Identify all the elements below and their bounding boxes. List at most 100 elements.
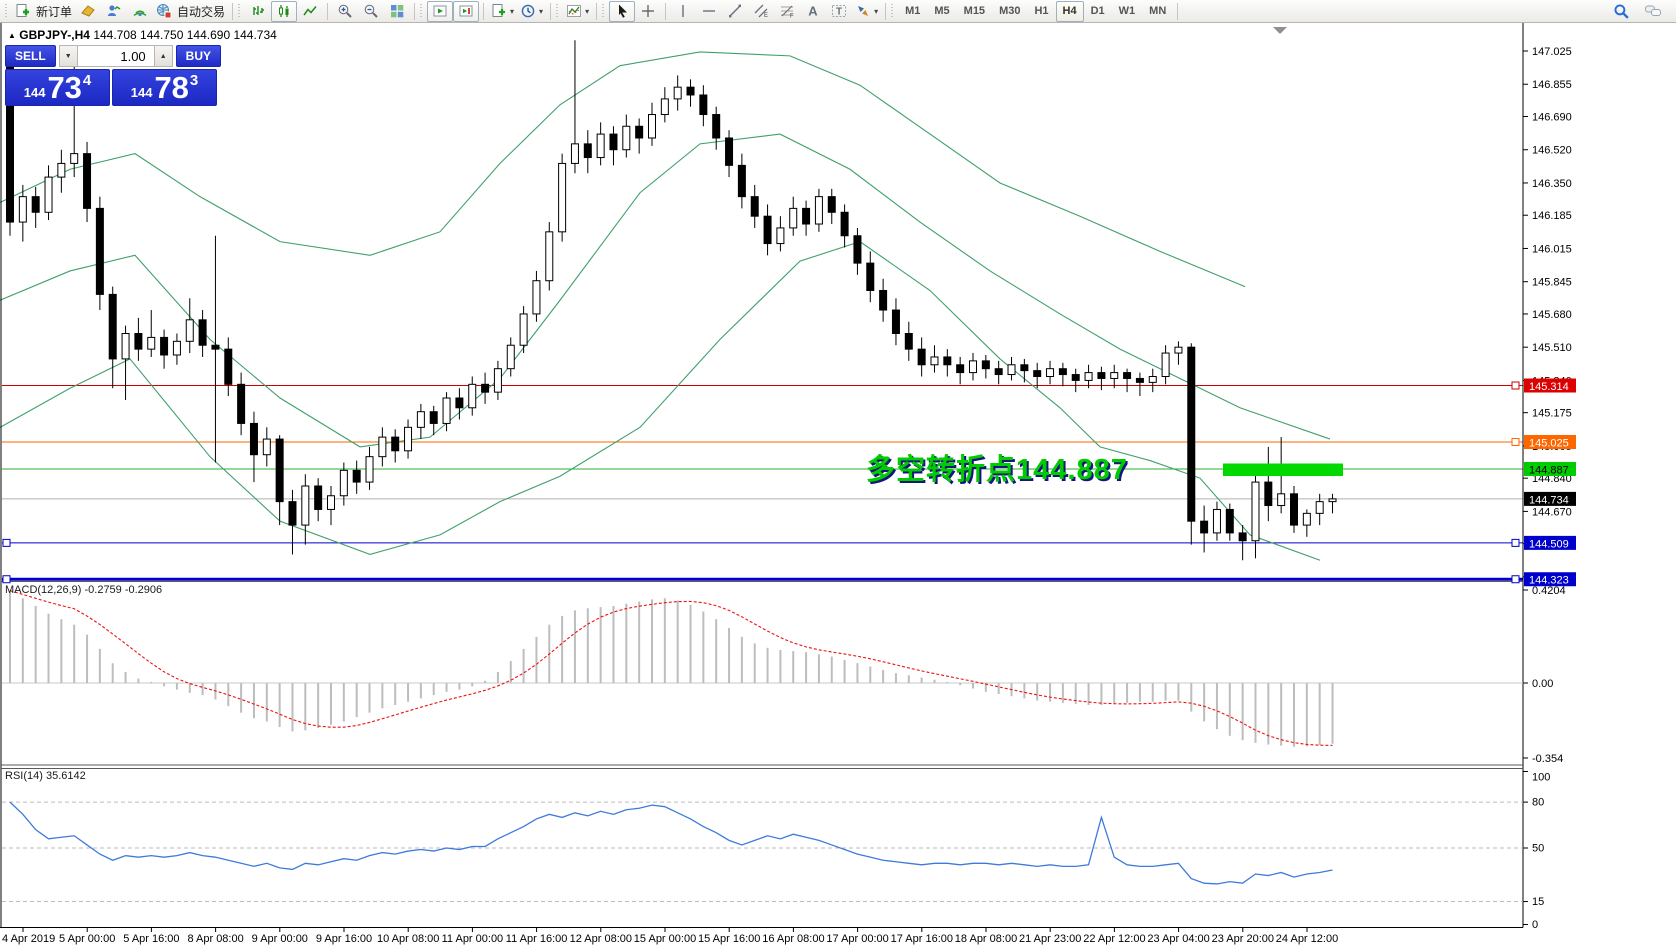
zoom-out-button[interactable]	[358, 1, 384, 22]
timeframe-M5[interactable]: M5	[934, 4, 950, 17]
hline-handle[interactable]	[1511, 575, 1520, 584]
trendline-tool-button[interactable]	[722, 1, 748, 22]
timeframe-H4[interactable]: H4	[1055, 0, 1084, 22]
toolbar-grip[interactable]	[238, 4, 243, 18]
time-tick-label: 8 Apr 08:00	[187, 933, 243, 945]
macd-signal-line	[9, 590, 1333, 746]
timeframe-M30[interactable]: M30	[999, 4, 1021, 17]
line-chart-mode-button[interactable]	[297, 1, 323, 22]
timeframe-M15[interactable]: M15	[963, 4, 986, 17]
text-icon: A	[808, 4, 818, 19]
channel-tool-button[interactable]: E	[748, 1, 774, 22]
templates-button[interactable]: ▾	[488, 1, 517, 22]
new-order-button[interactable]: 新订单	[12, 1, 75, 22]
macd-indicator-label: MACD(12,26,9) -0.2759 -0.2906	[5, 584, 162, 596]
signal-button[interactable]	[127, 1, 153, 22]
chart-shift-marker-icon[interactable]	[1273, 27, 1287, 34]
market-watch-button[interactable]	[75, 1, 101, 22]
chart-window: 147.025 146.855 146.690 146.520 146.350 146.1…	[0, 23, 1676, 945]
timeframe-W1[interactable]: W1	[1118, 4, 1136, 17]
timeframe-H1[interactable]: H1	[1034, 4, 1049, 17]
macd-scale-label: 0.00	[1532, 678, 1553, 690]
volume-input[interactable]: 1.00	[77, 45, 154, 67]
svg-text:145.025: 145.025	[1529, 438, 1569, 450]
vertical-line-icon	[682, 5, 684, 17]
search-button[interactable]	[1608, 1, 1634, 22]
time-tick-label: 24 Apr 12:00	[1276, 933, 1338, 945]
toolbar-separator	[483, 2, 485, 20]
hline-handle[interactable]	[2, 538, 11, 547]
price-tick-label: 145.175	[1532, 408, 1572, 420]
toolbar-grip[interactable]	[602, 4, 607, 18]
time-tick-label: 12 Apr 08:00	[570, 933, 632, 945]
svg-text:E: E	[764, 13, 768, 19]
rsi-line	[9, 801, 1333, 885]
volume-down-button[interactable]: ▼	[58, 45, 78, 67]
macd-scale-label: 0.4204	[1532, 585, 1566, 597]
chart-canvas[interactable]: 147.025 146.855 146.690 146.520 146.350 146.1…	[0, 23, 1676, 945]
green-highlight-rectangle[interactable]	[1223, 463, 1343, 477]
crosshair-tool-button[interactable]	[635, 1, 661, 22]
toolbar-separator	[596, 2, 598, 20]
chart-annotation-text[interactable]: 多空转折点144.887	[866, 454, 1128, 486]
search-icon	[1613, 3, 1629, 19]
hline-handle[interactable]	[2, 575, 11, 584]
zoom-in-button[interactable]	[332, 1, 358, 22]
chat-icon	[1645, 5, 1661, 16]
hline-handle[interactable]	[1511, 438, 1520, 446]
toolbar-grip[interactable]	[891, 4, 896, 18]
text-label-tool-button[interactable]: T	[826, 1, 852, 22]
hline-handle[interactable]	[1511, 538, 1520, 547]
hline-tool-button[interactable]	[696, 1, 722, 22]
indicators-button[interactable]: ▾	[563, 1, 592, 22]
timeframe-M1[interactable]: M1	[905, 4, 921, 17]
timeframe-MN[interactable]: MN	[1149, 4, 1167, 17]
toolbar-grip[interactable]	[556, 4, 561, 18]
sell-price-panel[interactable]: 144 73 4	[5, 69, 110, 106]
rsi-indicator-label: RSI(14) 35.6142	[5, 770, 86, 782]
new-order-label: 新订单	[36, 4, 73, 19]
buy-price-panel[interactable]: 144 78 3	[112, 69, 217, 106]
toolbar-grip[interactable]	[5, 4, 9, 18]
macd-scale-label: -0.354	[1532, 753, 1563, 765]
hline-handle[interactable]	[1511, 381, 1520, 390]
time-tick-label: 5 Apr 00:00	[59, 933, 115, 945]
arrows-tool-button[interactable]: ▾	[852, 1, 881, 22]
vline-tool-button[interactable]	[670, 1, 696, 22]
fibonacci-tool-button[interactable]: F	[774, 1, 800, 22]
sell-button[interactable]: SELL	[5, 45, 56, 67]
timeframe-D1[interactable]: D1	[1090, 4, 1105, 17]
auto-scroll-button[interactable]	[427, 0, 454, 22]
cursor-tool-button[interactable]	[609, 0, 636, 22]
buy-button[interactable]: BUY	[175, 45, 222, 67]
text-label-icon: T	[832, 5, 847, 18]
horizontal-lines[interactable]	[2, 385, 1523, 581]
auto-scroll-icon	[433, 5, 447, 17]
market-watch-icon	[81, 5, 95, 17]
profile-button[interactable]	[101, 1, 127, 22]
time-tick-label: 18 Apr 08:00	[955, 933, 1017, 945]
candlestick-mode-button[interactable]	[271, 0, 298, 22]
time-tick-label: 23 Apr 04:00	[1147, 933, 1209, 945]
cursor-icon	[619, 4, 628, 18]
buy-price-sup: 3	[189, 72, 199, 89]
autotrade-button[interactable]: 自动交易	[153, 1, 228, 22]
tile-windows-button[interactable]	[384, 1, 410, 22]
time-axis: 4 Apr 2019 5 Apr 00:00 5 Apr 16:00 8 Apr 08…	[2, 928, 1338, 945]
toolbar-grip[interactable]	[420, 4, 425, 18]
rsi-scale-label: 50	[1532, 843, 1544, 855]
periods-button[interactable]: ▾	[517, 1, 546, 22]
volume-up-button[interactable]: ▲	[153, 45, 173, 67]
svg-text:144.509: 144.509	[1529, 538, 1569, 550]
panel-collapse-icon[interactable]: ▲	[8, 31, 16, 40]
chart-shift-button[interactable]	[453, 0, 480, 22]
chart-shift-icon	[459, 5, 473, 17]
text-tool-button[interactable]: A	[800, 1, 826, 22]
dropdown-caret-icon: ▾	[539, 6, 544, 16]
bar-chart-mode-button[interactable]	[245, 1, 271, 22]
hline-price-label-145.025: 145.025	[1524, 435, 1576, 450]
chat-button[interactable]	[1640, 1, 1666, 22]
toolbar-separator	[414, 2, 416, 20]
zoom-in-icon	[338, 4, 352, 18]
price-tick-label: 144.670	[1532, 506, 1572, 518]
